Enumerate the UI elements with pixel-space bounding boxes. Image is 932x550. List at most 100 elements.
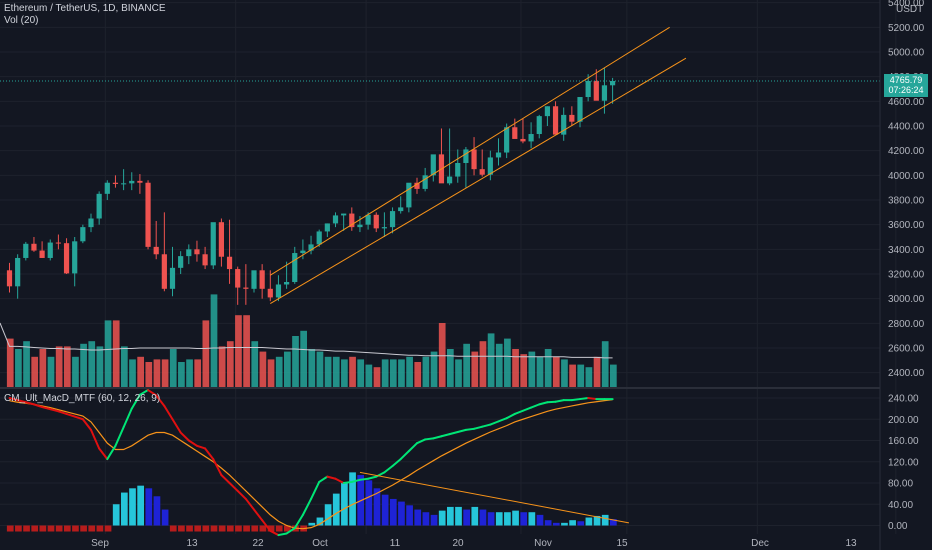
candle-body	[235, 269, 241, 288]
candle-body	[365, 214, 371, 225]
volume-bar	[487, 333, 495, 388]
macd-line-segment	[350, 478, 361, 483]
macd-line-segment	[521, 406, 533, 412]
macd-line-segment	[473, 425, 484, 430]
volume-bar	[194, 359, 202, 388]
macd-line-segment	[16, 399, 27, 404]
volume-bar	[23, 341, 30, 388]
candle-body	[414, 182, 420, 189]
candle-body	[80, 227, 86, 242]
time-tick-label: Dec	[751, 538, 769, 549]
indicator-label: CM_Ult_MacD_MTF (60, 12, 26, 9)	[4, 393, 161, 404]
volume-bar	[389, 359, 397, 388]
candle-body	[23, 243, 29, 258]
volume-label: Vol (20)	[4, 15, 39, 26]
candle-body	[153, 246, 159, 255]
volume-bar	[275, 356, 283, 388]
histogram-bar	[63, 525, 71, 532]
macd-tick-label: 120.00	[888, 457, 919, 468]
macd-line-segment	[546, 400, 557, 404]
histogram-bar	[332, 493, 340, 526]
volume-bar	[47, 356, 55, 388]
volume-bar	[430, 351, 438, 388]
macd-line-segment	[65, 412, 76, 418]
macd-axis[interactable]: 240.00 200.00 160.00 120.00 80.00 40.00 0.00	[888, 394, 919, 533]
histogram-bar	[569, 520, 576, 526]
macd-histogram	[6, 472, 617, 532]
volume-bar	[284, 351, 291, 388]
candle-body	[39, 250, 45, 258]
macd-tick-label: 0.00	[888, 521, 908, 532]
macd-line-segment	[587, 397, 598, 401]
candle-body	[202, 254, 208, 266]
histogram-bar	[210, 525, 218, 532]
time-tick-label: 15	[616, 538, 628, 549]
volume-bar	[365, 364, 373, 388]
macd-line-segment	[554, 399, 565, 403]
channel-lower	[270, 57, 687, 305]
macd-line-segment	[301, 497, 313, 516]
macd-line-segment	[334, 477, 345, 484]
price-tick-label: 5400.00	[888, 0, 925, 9]
macd-line-segment	[155, 394, 166, 407]
macd-line-segment	[179, 431, 190, 442]
current-price-value: 4765.79	[889, 75, 923, 85]
histogram-bar	[80, 525, 87, 532]
histogram-bar	[169, 525, 177, 532]
candle-body	[275, 284, 282, 298]
macd-line-segment	[269, 529, 280, 537]
macd-line-segment	[57, 410, 68, 415]
macd-line-segment	[399, 450, 410, 461]
histogram-bar	[186, 525, 193, 532]
volume-bar	[251, 341, 259, 388]
volume-bar	[520, 354, 528, 388]
macd-line-segment	[464, 427, 476, 431]
histogram-bar	[259, 525, 267, 532]
volume-bar	[561, 359, 568, 388]
macd-line-segment	[318, 475, 329, 483]
macd-line-segment	[383, 465, 394, 474]
macd-line-segment	[579, 397, 590, 401]
macd-line-segment	[326, 475, 337, 480]
volume-bar	[447, 349, 454, 388]
macd-line-segment	[391, 458, 402, 467]
price-tick-label: 2400.00	[888, 368, 925, 379]
time-axis[interactable]: Sep 13 22 Oct 11 20 Nov 15 Dec 13	[91, 538, 857, 549]
histogram-bar	[218, 525, 226, 532]
histogram-bar	[528, 512, 536, 526]
volume-bar	[72, 356, 79, 388]
histogram-bar	[406, 505, 413, 526]
histogram-bar	[381, 494, 389, 526]
candle-body	[308, 244, 314, 251]
macd-line-segment	[293, 513, 304, 530]
volume-bar	[267, 359, 275, 388]
macd-line-segment	[456, 428, 467, 433]
volume-bar	[569, 364, 576, 388]
volume-bar	[104, 320, 112, 388]
candle-body	[210, 222, 216, 266]
candle-body	[178, 256, 184, 268]
volume-bar	[341, 359, 348, 388]
candle-body	[300, 250, 306, 254]
candle-body	[520, 138, 526, 142]
volume-bar	[169, 349, 177, 388]
volume-bar	[210, 294, 218, 388]
volume-bar	[552, 356, 560, 388]
candle-body	[251, 270, 257, 289]
candle-body	[96, 193, 102, 219]
price-axis[interactable]: 5400.005200.005000.004800.004600.004400.…	[888, 0, 925, 379]
histogram-bar	[6, 525, 14, 532]
histogram-bar	[55, 525, 63, 532]
histogram-bar	[23, 525, 30, 532]
candle-body	[292, 253, 298, 283]
macd-line-segment	[90, 428, 101, 450]
macd-line-segment	[32, 403, 44, 409]
price-axis-currency: USDT	[896, 4, 923, 15]
macd-line-segment	[416, 438, 427, 445]
volume-bar	[398, 359, 405, 388]
macd-line-segment	[367, 475, 378, 480]
histogram-bar	[153, 496, 161, 526]
histogram-bar	[455, 506, 462, 526]
histogram-bar	[504, 512, 511, 526]
